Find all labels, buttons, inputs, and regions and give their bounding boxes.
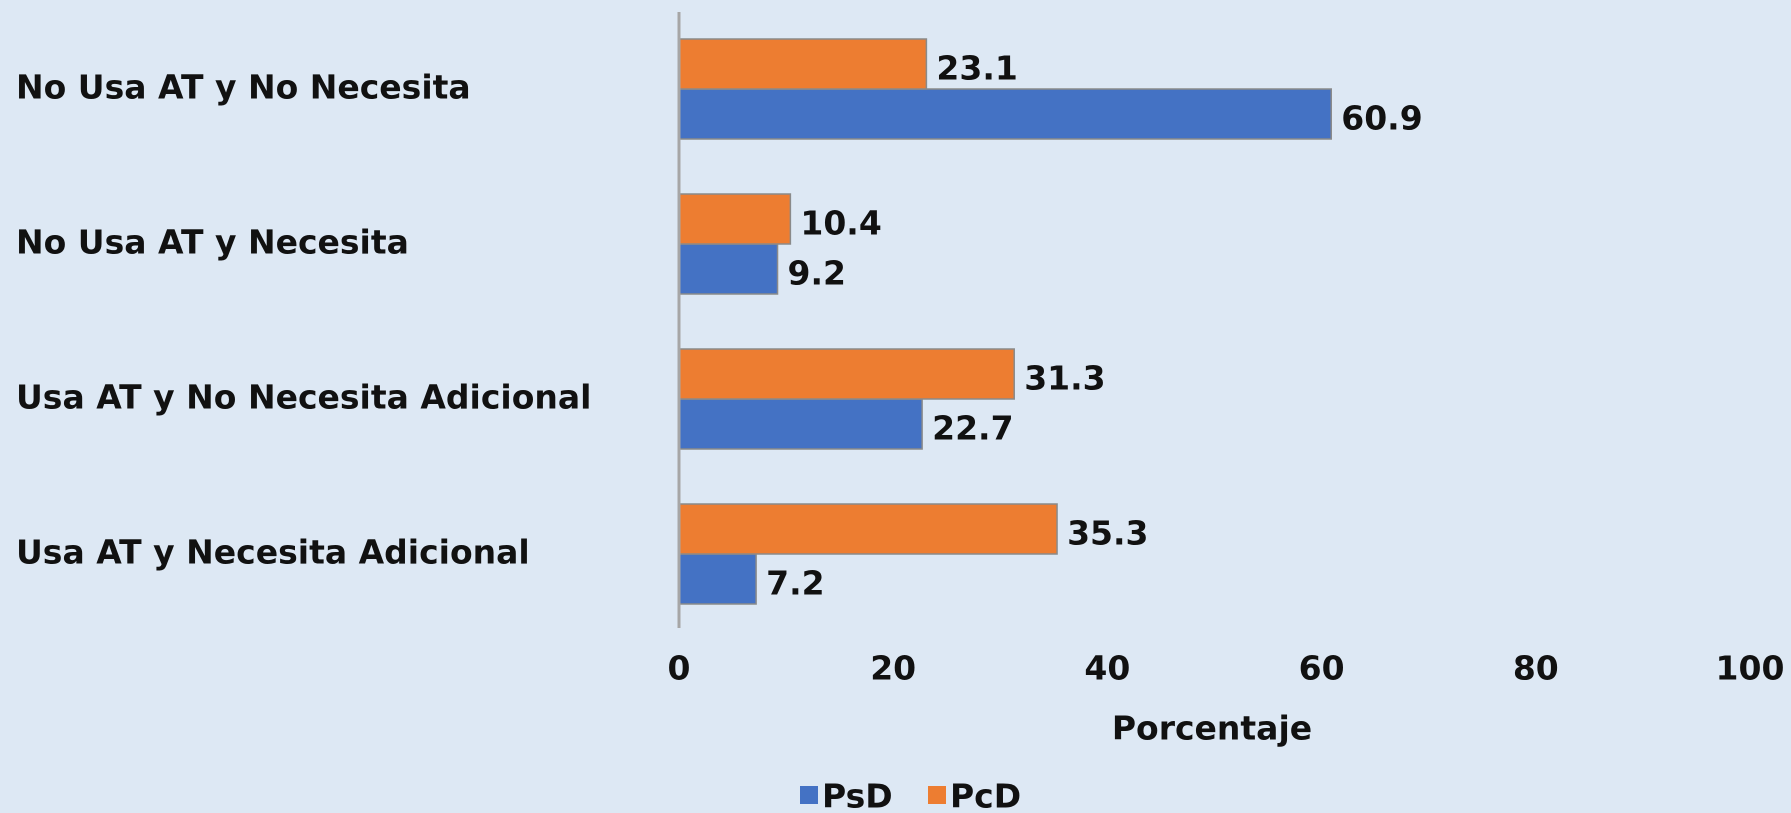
legend-label: PsD <box>822 777 893 813</box>
bar <box>678 193 792 245</box>
x-tick-label: 60 <box>1299 649 1345 688</box>
bar <box>678 88 1332 140</box>
y-tick-label: No Usa AT y Necesita <box>16 223 409 262</box>
x-axis-title: Porcentaje <box>1112 709 1312 748</box>
data-label: 23.1 <box>936 49 1017 88</box>
bar <box>678 38 928 90</box>
data-label: 9.2 <box>788 254 846 293</box>
data-label: 10.4 <box>800 204 881 243</box>
bar <box>678 553 757 605</box>
data-label: 22.7 <box>932 409 1013 448</box>
data-label: 31.3 <box>1024 359 1105 398</box>
x-tick-label: 20 <box>870 649 916 688</box>
legend-label: PcD <box>950 777 1021 813</box>
bar <box>678 348 1015 400</box>
y-tick-label: No Usa AT y No Necesita <box>16 68 471 107</box>
y-tick-label: Usa AT y No Necesita Adicional <box>16 378 591 417</box>
legend-swatch <box>928 786 946 804</box>
data-label: 60.9 <box>1341 99 1422 138</box>
bar <box>678 243 779 295</box>
bar <box>678 398 923 450</box>
x-tick-label: 80 <box>1513 649 1559 688</box>
legend-swatch <box>800 786 818 804</box>
bar <box>678 503 1058 555</box>
x-tick-label: 40 <box>1084 649 1130 688</box>
y-tick-label: Usa AT y Necesita Adicional <box>16 533 530 572</box>
x-tick-label: 0 <box>668 649 691 688</box>
data-label: 35.3 <box>1067 514 1148 553</box>
data-label: 7.2 <box>766 564 824 603</box>
x-tick-label: 100 <box>1716 649 1785 688</box>
